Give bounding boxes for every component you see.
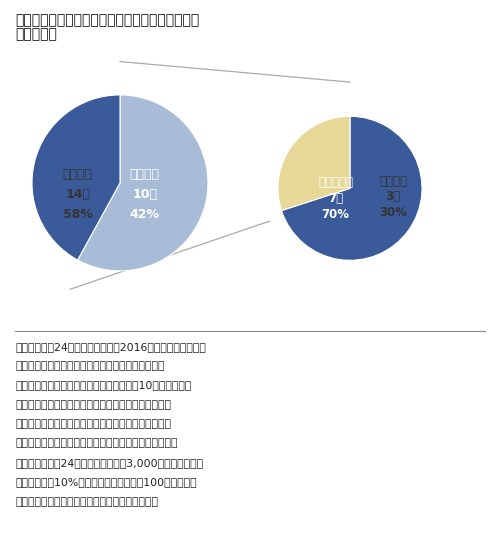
Text: 影響: 影響	[15, 27, 57, 41]
Text: 14社: 14社	[66, 188, 90, 201]
Text: のグローバルファーマのグループ企業とした。: のグローバルファーマのグループ企業とした。	[15, 497, 158, 507]
Wedge shape	[32, 95, 120, 260]
Text: 7社: 7社	[328, 192, 343, 205]
Wedge shape	[78, 95, 208, 271]
Text: 70%: 70%	[322, 208, 349, 221]
Text: 外国並みあるいは並み以上に優先度を上げる見込み: 外国並みあるいは並み以上に優先度を上げる見込み	[15, 419, 171, 429]
Wedge shape	[278, 116, 350, 210]
Text: 長並みのプラス成長となることを前提とした際に諸: 長並みのプラス成長となることを前提とした際に諸	[15, 400, 171, 410]
Text: 3社: 3社	[386, 190, 401, 203]
Text: 30%: 30%	[379, 206, 407, 220]
Text: （左）。回復見込みは、日本市場が先進10か国の市場成: （左）。回復見込みは、日本市場が先進10か国の市場成	[15, 380, 192, 391]
Text: 10社: 10社	[132, 188, 157, 201]
Wedge shape	[282, 116, 422, 260]
Text: 58%: 58%	[63, 208, 92, 221]
Text: 低下なし: 低下なし	[63, 168, 93, 181]
Text: 回復見込み: 回復見込み	[318, 176, 353, 189]
Text: 注：有効回答24社　低下ありは、2016年以降に低下したあ: 注：有効回答24社 低下ありは、2016年以降に低下したあ	[15, 342, 206, 352]
Text: ル企業大手（24社）は、連結売上3,000億円以上かつ海: ル企業大手（24社）は、連結売上3,000億円以上かつ海	[15, 458, 203, 468]
Text: 低下あり: 低下あり	[130, 168, 160, 181]
Text: 図８　投資優先度意思決定における市場成長性の: 図８ 投資優先度意思決定における市場成長性の	[15, 13, 199, 27]
Text: 変更なし: 変更なし	[379, 175, 407, 188]
Text: の企業数の合算を示す（右図）。抽出対象のグローバ: の企業数の合算を示す（右図）。抽出対象のグローバ	[15, 438, 177, 449]
Text: るいは今後低下する見込みの企業数の合算を示す: るいは今後低下する見込みの企業数の合算を示す	[15, 361, 165, 371]
Text: 42%: 42%	[130, 208, 160, 221]
Text: 外売上比率10%以上の内資企業および100億ドル以上: 外売上比率10%以上の内資企業および100億ドル以上	[15, 477, 196, 487]
